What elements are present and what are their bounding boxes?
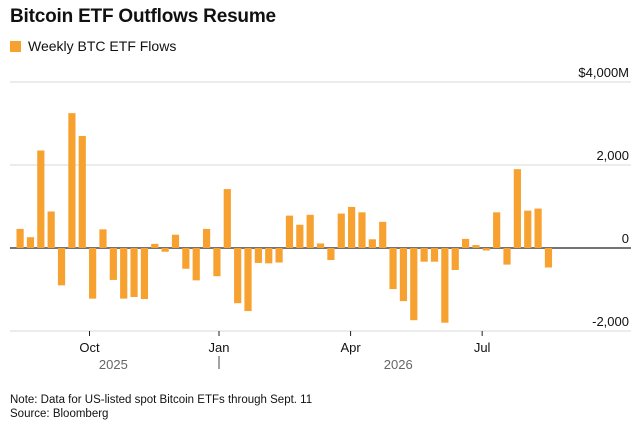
bar	[161, 248, 169, 252]
source-text: Source: Bloomberg	[10, 408, 109, 420]
bar	[182, 248, 190, 269]
legend-swatch	[10, 40, 21, 52]
bar	[379, 221, 387, 248]
bar	[358, 212, 366, 248]
chart-title: Bitcoin ETF Outflows Resume	[10, 6, 276, 27]
bar	[213, 248, 221, 277]
bar	[47, 211, 55, 248]
y-tick-label: 0	[622, 231, 629, 246]
bar	[244, 248, 252, 312]
x-tick-label: Jul	[474, 340, 491, 355]
bar	[472, 245, 480, 248]
footnote: Note: Data for US-listed spot Bitcoin ET…	[10, 393, 312, 421]
bar	[306, 214, 314, 248]
bar	[37, 150, 45, 248]
y-tick-label: -2,000	[592, 314, 629, 329]
bar	[234, 248, 242, 304]
x-tick-label: Apr	[340, 340, 361, 355]
bar	[202, 228, 211, 248]
bar	[420, 248, 428, 262]
x-tick-label: Jan	[209, 340, 230, 355]
y-tick-label: $4,000M	[578, 65, 629, 80]
grid-lines	[10, 81, 631, 332]
bar	[192, 248, 200, 281]
bar	[503, 248, 511, 265]
bar	[16, 228, 24, 248]
bar	[348, 206, 356, 248]
bar	[461, 238, 470, 248]
bar	[68, 113, 76, 248]
bar	[120, 248, 128, 299]
legend-label: Weekly BTC ETF Flows	[28, 38, 177, 54]
year-label: 2025	[99, 357, 128, 372]
bar	[389, 248, 397, 290]
bar	[130, 248, 138, 297]
bar	[534, 208, 542, 248]
bar	[57, 248, 66, 286]
bar	[151, 243, 159, 248]
bar	[285, 215, 294, 248]
bar	[337, 213, 345, 248]
bar	[78, 135, 86, 248]
bar	[316, 243, 325, 248]
x-tick-label: Oct	[79, 340, 100, 355]
bar	[327, 248, 335, 261]
bar	[265, 248, 273, 264]
bar	[482, 248, 490, 251]
bar	[493, 212, 501, 248]
bar	[171, 234, 180, 248]
x-axis: Oct Jan Apr Jul 2025 2026	[79, 331, 491, 372]
bar-chart: $4,000M 2,000 0 -2,000 Oct Jan Apr Jul 2025 2026	[10, 65, 631, 372]
bar	[410, 248, 418, 321]
note-text: Note: Data for US-listed spot Bitcoin ET…	[10, 394, 313, 406]
bar	[368, 239, 376, 248]
bar	[524, 210, 532, 248]
bar	[254, 248, 262, 263]
bars	[16, 113, 553, 323]
y-tick-labels: $4,000M 2,000 0 -2,000	[578, 65, 629, 329]
y-tick-label: 2,000	[596, 148, 629, 163]
bar	[430, 248, 439, 262]
bar	[451, 248, 459, 270]
bar	[441, 248, 449, 323]
bar	[223, 189, 231, 248]
bar	[26, 237, 35, 248]
bar	[109, 248, 117, 280]
bar	[275, 248, 283, 263]
bar	[296, 224, 304, 248]
bar	[513, 169, 521, 248]
legend: Weekly BTC ETF Flows	[10, 38, 176, 54]
year-label: 2026	[384, 357, 413, 372]
bar	[399, 248, 408, 302]
bar	[89, 248, 97, 299]
bar	[140, 248, 149, 300]
bar	[544, 248, 553, 268]
bar	[99, 229, 107, 248]
